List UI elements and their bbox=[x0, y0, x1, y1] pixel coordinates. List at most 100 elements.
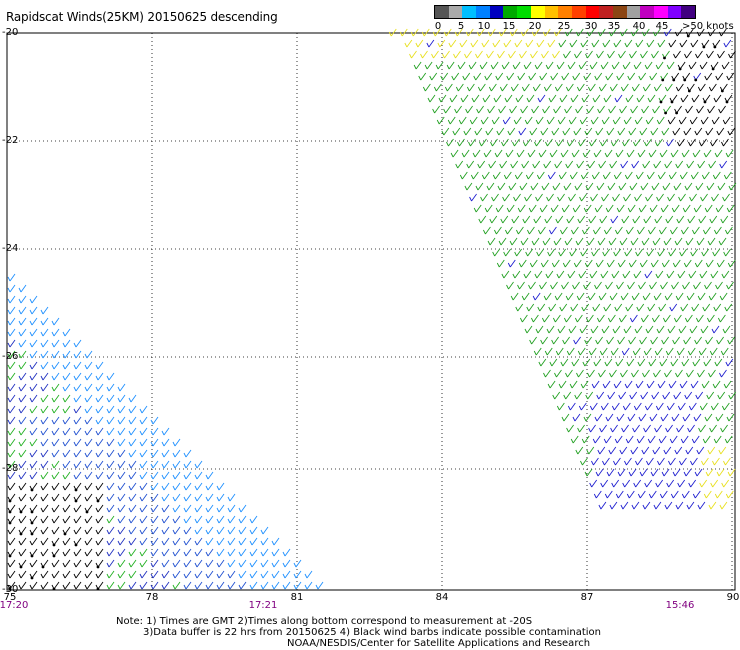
legend-label-9: 45 bbox=[655, 21, 669, 32]
wind-barb bbox=[687, 347, 696, 356]
wind-barb bbox=[704, 413, 713, 422]
wind-barb bbox=[525, 248, 534, 257]
wind-barb bbox=[161, 438, 170, 447]
wind-barb bbox=[715, 281, 723, 290]
wind-barb bbox=[543, 292, 552, 301]
wind-barb bbox=[73, 482, 82, 491]
wind-barb bbox=[602, 39, 611, 48]
wind-barb bbox=[73, 427, 82, 436]
wind-barb bbox=[565, 83, 574, 92]
wind-barb bbox=[238, 570, 247, 579]
wind-barb bbox=[62, 383, 71, 392]
wind-barb bbox=[677, 61, 686, 70]
wind-barb bbox=[7, 559, 16, 568]
wind-barb bbox=[714, 490, 723, 499]
wind-barb bbox=[282, 570, 291, 579]
wind-barb bbox=[40, 306, 49, 315]
wind-barb bbox=[454, 28, 463, 37]
wind-barb bbox=[448, 39, 457, 48]
wind-barb bbox=[712, 380, 721, 389]
contamination-dot bbox=[19, 565, 23, 569]
wind-barb bbox=[139, 405, 148, 414]
wind-barb bbox=[172, 504, 181, 513]
wind-barb bbox=[271, 581, 280, 590]
wind-barb bbox=[578, 402, 587, 411]
wind-barb bbox=[128, 504, 137, 513]
wind-barb bbox=[661, 336, 669, 345]
wind-barb bbox=[696, 446, 705, 455]
wind-barb bbox=[427, 94, 436, 103]
wind-barb bbox=[660, 204, 669, 213]
wind-barb bbox=[7, 350, 16, 359]
wind-barb bbox=[571, 149, 580, 158]
wind-barb bbox=[550, 204, 559, 213]
wind-barb bbox=[655, 402, 664, 411]
wind-barb bbox=[560, 358, 569, 367]
wind-barb bbox=[688, 138, 696, 147]
wind-barb bbox=[718, 28, 727, 37]
wind-barb bbox=[227, 493, 236, 502]
wind-barb bbox=[664, 501, 673, 510]
wind-barb bbox=[216, 482, 225, 491]
wind-barb bbox=[571, 358, 580, 367]
wind-barb bbox=[547, 380, 556, 389]
wind-barb bbox=[588, 215, 597, 224]
wind-barb bbox=[707, 105, 715, 114]
wind-barb bbox=[596, 182, 605, 191]
wind-barb bbox=[631, 160, 640, 169]
wind-barb bbox=[716, 336, 724, 345]
contamination-dot bbox=[678, 67, 682, 71]
legend-label-7: 35 bbox=[607, 21, 621, 32]
wind-barb bbox=[568, 116, 577, 125]
wind-barb bbox=[566, 347, 575, 356]
wind-barb bbox=[727, 468, 736, 477]
wind-barb bbox=[718, 237, 727, 246]
wind-barb bbox=[606, 127, 615, 136]
wind-barb bbox=[260, 526, 269, 535]
wind-barb bbox=[484, 72, 493, 81]
wind-barb bbox=[645, 325, 654, 334]
wind-barb bbox=[461, 149, 470, 158]
wind-barb bbox=[630, 237, 639, 246]
wind-barb bbox=[521, 160, 530, 169]
wind-barb bbox=[721, 270, 730, 279]
wind-barb bbox=[549, 358, 558, 367]
wind-barb bbox=[139, 515, 148, 524]
wind-barb bbox=[721, 402, 730, 411]
wind-barb bbox=[658, 303, 667, 312]
note-line-3: NOAA/NESDIS/Center for Satellite Applica… bbox=[287, 638, 591, 649]
wind-barb bbox=[487, 105, 495, 114]
wind-barb bbox=[648, 226, 656, 235]
wind-barb bbox=[530, 314, 539, 323]
wind-barb bbox=[572, 413, 581, 422]
wind-barb bbox=[566, 424, 574, 433]
wind-barb bbox=[518, 259, 527, 268]
contamination-dot bbox=[725, 100, 729, 104]
wind-barb bbox=[73, 537, 82, 546]
wind-barb bbox=[29, 295, 38, 304]
wind-barb bbox=[505, 149, 514, 158]
wind-barb bbox=[128, 570, 137, 579]
wind-barb bbox=[601, 193, 609, 202]
wind-barb bbox=[605, 281, 613, 290]
wind-barb bbox=[534, 138, 542, 147]
wind-barb bbox=[534, 270, 543, 279]
wind-barb bbox=[723, 457, 731, 466]
wind-barb bbox=[161, 449, 170, 458]
wind-barb bbox=[183, 515, 192, 524]
wind-barb bbox=[683, 468, 692, 477]
wind-barb bbox=[716, 259, 725, 268]
wind-barb bbox=[659, 490, 668, 499]
wind-barb bbox=[573, 336, 581, 345]
wind-barb bbox=[576, 83, 585, 92]
wind-barb bbox=[249, 570, 258, 579]
wind-barb bbox=[640, 314, 649, 323]
legend-swatch-6 bbox=[517, 6, 531, 18]
wind-barb bbox=[726, 281, 734, 290]
wind-barb bbox=[532, 160, 541, 169]
wind-barb bbox=[304, 581, 313, 590]
contamination-dot bbox=[85, 510, 89, 514]
wind-barb bbox=[40, 427, 49, 436]
wind-barb bbox=[547, 171, 556, 180]
wind-barb bbox=[106, 449, 115, 458]
